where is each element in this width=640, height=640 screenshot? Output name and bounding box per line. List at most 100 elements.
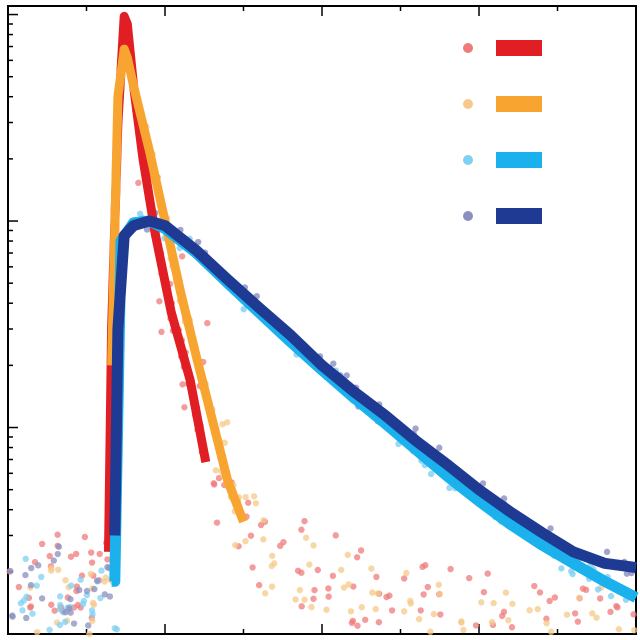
data-point: [292, 596, 299, 603]
data-point: [113, 626, 121, 633]
data-point: [603, 548, 611, 556]
data-point: [77, 576, 84, 583]
data-point: [353, 554, 361, 561]
data-point: [362, 616, 369, 623]
data-point: [547, 525, 554, 532]
axes: [7, 5, 637, 635]
data-point: [568, 568, 575, 575]
data-point: [35, 562, 42, 569]
data-point: [508, 624, 516, 631]
data-point: [242, 493, 249, 501]
data-point: [23, 593, 30, 600]
data-point: [310, 595, 317, 602]
data-point: [458, 619, 465, 626]
data-point: [589, 610, 596, 617]
data-point: [427, 470, 435, 478]
data-point: [615, 626, 623, 633]
data-point: [420, 591, 427, 598]
data-point: [91, 585, 98, 593]
data-point: [28, 564, 35, 572]
data-point: [436, 444, 443, 451]
data-point: [143, 226, 151, 233]
data-point: [437, 611, 444, 618]
data-point: [558, 565, 565, 572]
data-point: [490, 599, 497, 607]
data-point: [80, 597, 88, 605]
data-point: [593, 614, 600, 621]
data-point: [631, 626, 638, 634]
data-point: [268, 552, 276, 559]
data-point: [50, 557, 57, 564]
data-point: [571, 610, 579, 617]
data-point: [314, 566, 322, 574]
data-point: [388, 607, 396, 614]
data-point: [178, 253, 186, 260]
data-point: [158, 328, 165, 336]
data-point: [536, 589, 544, 596]
data-point: [97, 594, 104, 602]
data-point: [311, 586, 318, 594]
data-point: [308, 603, 315, 611]
data-point: [211, 481, 218, 488]
data-point: [407, 600, 414, 607]
data-point: [48, 565, 55, 572]
data-point: [509, 600, 516, 607]
data-point: [232, 541, 239, 549]
legend-marker: [463, 155, 473, 165]
data-point: [354, 622, 361, 629]
data-point: [22, 571, 29, 579]
fit-line-dark-blue: [109, 215, 637, 573]
data-point: [296, 586, 304, 594]
data-point: [329, 572, 337, 580]
data-point: [136, 210, 144, 217]
fit-lines-layer: [104, 11, 639, 603]
data-point: [38, 595, 46, 602]
data-point: [240, 306, 247, 313]
data-point: [484, 570, 491, 577]
data-point: [368, 565, 375, 572]
data-point: [298, 603, 305, 610]
data-point: [51, 607, 58, 614]
data-point: [546, 597, 553, 605]
data-point: [505, 616, 512, 624]
data-point: [29, 610, 36, 617]
data-point: [261, 590, 269, 597]
data-point: [347, 608, 355, 615]
data-point: [372, 605, 379, 613]
data-point: [67, 595, 74, 603]
data-point: [332, 532, 339, 539]
data-point: [298, 526, 305, 533]
data-point: [85, 622, 92, 629]
data-point: [306, 561, 313, 568]
legend-marker: [463, 43, 473, 53]
data-point: [430, 610, 438, 618]
data-point: [7, 567, 14, 575]
data-point: [62, 577, 69, 584]
data-point: [403, 569, 410, 577]
data-point: [613, 602, 620, 610]
data-point: [212, 467, 219, 474]
data-point: [54, 550, 61, 558]
data-point: [488, 618, 496, 626]
data-point: [90, 601, 98, 608]
data-point: [15, 583, 23, 591]
data-point: [46, 626, 53, 634]
data-point: [551, 594, 559, 601]
data-point: [345, 581, 352, 588]
data-point: [54, 531, 61, 538]
data-point: [56, 621, 64, 629]
data-point: [412, 425, 419, 432]
data-point: [343, 372, 350, 379]
data-point: [534, 605, 541, 613]
data-point: [249, 564, 256, 571]
data-point: [435, 581, 443, 588]
data-point: [400, 608, 408, 615]
data-point: [357, 547, 365, 554]
data-point: [38, 540, 46, 548]
data-point: [375, 618, 383, 626]
data-point: [67, 553, 75, 560]
data-point: [86, 630, 93, 638]
data-point: [594, 586, 602, 593]
data-point: [260, 536, 267, 543]
legend-marker: [463, 211, 473, 221]
